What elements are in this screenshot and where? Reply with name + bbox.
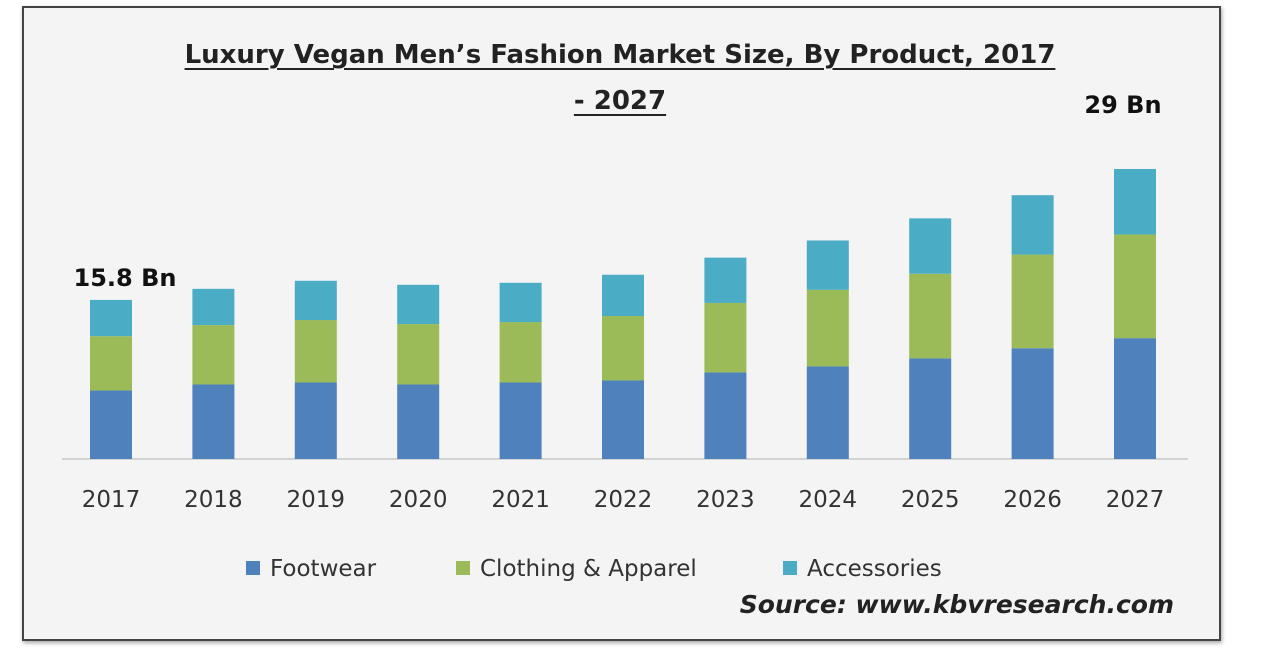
- legend-label-footwear: Footwear: [270, 556, 377, 582]
- bar-accessories-2021: [499, 282, 542, 323]
- x-tick-label-2022: 2022: [594, 487, 653, 513]
- x-tick-label-2023: 2023: [696, 487, 755, 513]
- x-tick-label-2024: 2024: [799, 487, 858, 513]
- x-tick-label-2021: 2021: [491, 487, 550, 513]
- bar-accessories-2019: [294, 280, 337, 321]
- legend-label-clothing-apparel: Clothing & Apparel: [480, 556, 697, 582]
- bar-accessories-2026: [1011, 195, 1054, 255]
- bar-footwear-2023: [704, 372, 747, 459]
- x-tick-label-2025: 2025: [901, 487, 960, 513]
- x-tick-label-2020: 2020: [389, 487, 448, 513]
- x-tick-label-2017: 2017: [82, 487, 141, 513]
- bar-clothing-apparel-2026: [1011, 254, 1054, 349]
- bar-footwear-2020: [397, 384, 440, 459]
- legend-label-accessories: Accessories: [807, 556, 942, 582]
- bar-accessories-2018: [192, 288, 235, 326]
- data-label-2027: 29 Bn: [1084, 91, 1161, 119]
- bar-accessories-2017: [90, 299, 132, 337]
- bar-footwear-2019: [294, 382, 337, 459]
- x-tick-label-2018: 2018: [184, 487, 243, 513]
- bar-footwear-2018: [192, 384, 235, 459]
- bar-accessories-2027: [1114, 169, 1156, 235]
- bar-clothing-apparel-2025: [909, 273, 952, 359]
- bar-accessories-2022: [602, 274, 644, 317]
- x-tick-label-2019: 2019: [287, 487, 346, 513]
- x-tick-label-2027: 2027: [1106, 487, 1165, 513]
- bar-clothing-apparel-2022: [602, 316, 644, 381]
- bar-clothing-apparel-2023: [704, 302, 747, 373]
- bar-accessories-2023: [704, 257, 747, 303]
- bar-accessories-2020: [397, 284, 440, 325]
- bar-footwear-2021: [499, 382, 542, 459]
- bar-clothing-apparel-2021: [499, 322, 542, 383]
- bar-accessories-2024: [806, 240, 849, 290]
- x-tick-label-2026: 2026: [1003, 487, 1062, 513]
- bar-footwear-2027: [1114, 338, 1156, 459]
- bar-footwear-2026: [1011, 348, 1054, 459]
- legend-swatch-footwear: [246, 561, 260, 575]
- bar-footwear-2025: [909, 358, 952, 459]
- bar-footwear-2022: [602, 380, 644, 459]
- bar-clothing-apparel-2019: [294, 320, 337, 383]
- legend-swatch-accessories: [783, 561, 797, 575]
- bar-clothing-apparel-2018: [192, 325, 235, 385]
- bar-clothing-apparel-2027: [1114, 234, 1156, 339]
- source-credit: Source: www.kbvresearch.com: [739, 590, 1174, 619]
- chart-title-line-2: - 2027: [573, 86, 667, 116]
- bar-accessories-2025: [909, 218, 952, 274]
- legend-swatch-clothing-apparel: [456, 561, 470, 575]
- bar-clothing-apparel-2020: [397, 324, 440, 385]
- data-label-2017: 15.8 Bn: [74, 264, 177, 292]
- chart-title-line-1: Luxury Vegan Men’s Fashion Market Size, …: [184, 40, 1056, 70]
- bar-clothing-apparel-2024: [806, 289, 849, 367]
- bar-clothing-apparel-2017: [90, 336, 132, 391]
- bar-footwear-2024: [806, 366, 849, 459]
- bar-footwear-2017: [90, 390, 132, 459]
